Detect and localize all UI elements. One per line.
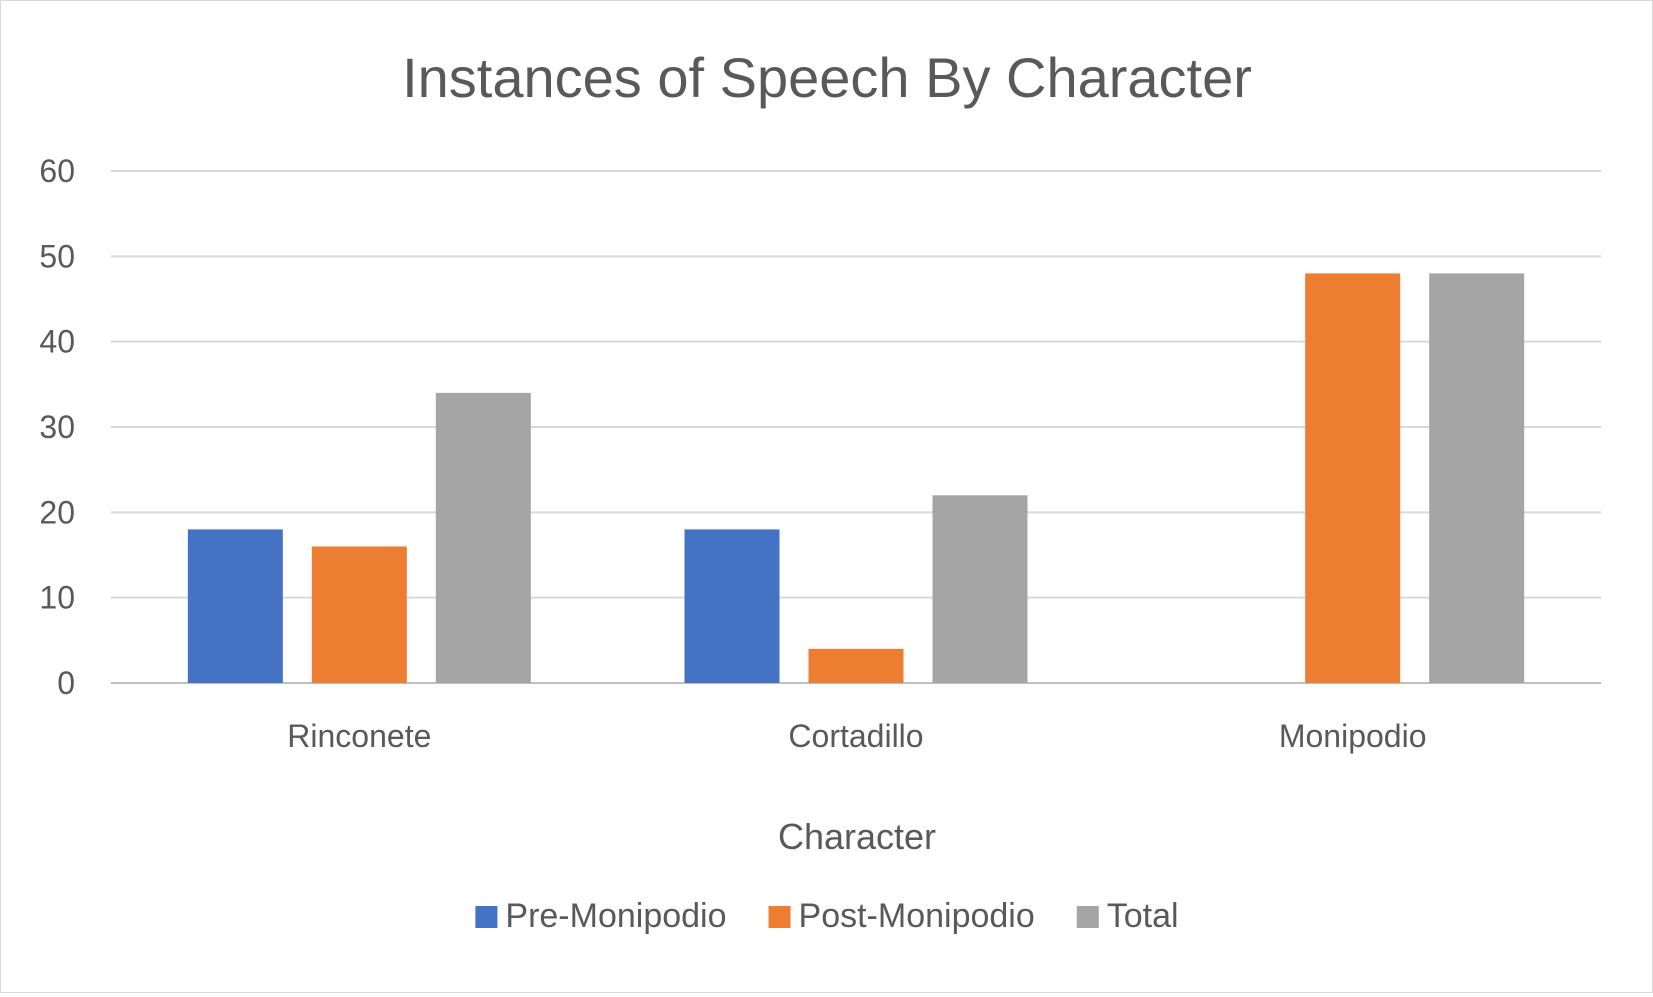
bar-post-monipodio-cortadillo [808,648,904,683]
bars [187,273,1525,683]
legend-label: Total [1107,897,1179,935]
y-tick-label: 30 [39,409,75,445]
x-category-label: Rinconete [287,718,431,754]
legend-item: Pre-Monipodio [475,897,727,935]
y-tick-label: 0 [57,665,75,701]
legend-swatch [1076,906,1099,928]
legend-label: Post-Monipodio [799,897,1035,935]
bar-pre-monipodio-cortadillo [684,529,780,683]
bar-pre-monipodio-rinconete [187,529,283,683]
legend-item: Total [1076,897,1179,935]
x-category-label: Cortadillo [788,718,923,754]
y-tick-label: 10 [39,580,75,616]
legend-swatch [768,906,791,928]
chart-title: Instances of Speech By Character [402,46,1252,109]
x-axis-categories: Rinconete Cortadillo Monipodio [287,718,1426,754]
y-tick-label: 20 [39,494,75,530]
legend-label: Pre-Monipodio [505,897,726,935]
y-tick-label: 60 [39,153,75,189]
y-axis-ticks: 0 10 20 30 40 50 60 [39,153,75,701]
bar-post-monipodio-rinconete [311,546,407,683]
bar-total-monipodio [1429,273,1525,683]
bar-post-monipodio-monipodio [1305,273,1401,683]
bar-total-rinconete [435,392,531,683]
legend-item: Post-Monipodio [768,897,1035,935]
legend-swatch [475,906,498,928]
x-category-label: Monipodio [1279,718,1427,754]
y-tick-label: 40 [39,324,75,360]
bar-total-cortadillo [932,495,1028,683]
y-tick-label: 50 [39,238,75,274]
legend: Pre-Monipodio Post-Monipodio Total [475,897,1179,935]
x-axis-title: Character [778,816,936,857]
